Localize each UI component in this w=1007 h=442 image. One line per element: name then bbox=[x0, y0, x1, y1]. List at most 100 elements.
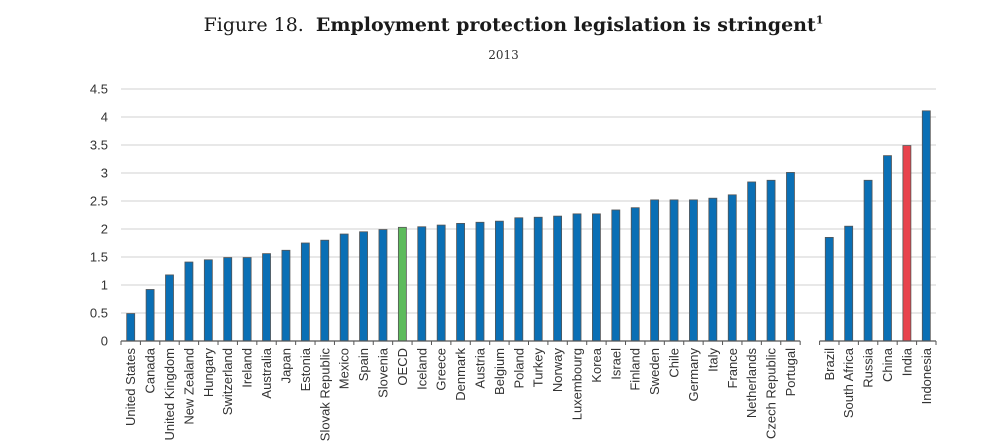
x-tick-label: Spain bbox=[356, 348, 371, 381]
x-tick-label: Chile bbox=[667, 348, 682, 378]
x-axis bbox=[120, 340, 937, 345]
bar-spain bbox=[359, 231, 368, 342]
bar-iceland bbox=[417, 226, 427, 342]
x-tick-label: India bbox=[899, 347, 914, 376]
x-tick-label: Mexico bbox=[337, 348, 352, 389]
x-tick-label: New Zealand bbox=[181, 348, 196, 425]
x-tick-label: Brazil bbox=[822, 348, 837, 381]
x-tick-label: South Africa bbox=[841, 347, 856, 418]
bar-portugal bbox=[786, 172, 795, 342]
y-tick-label: 1 bbox=[101, 278, 108, 293]
bar-norway bbox=[553, 215, 563, 342]
bar-sweden bbox=[650, 199, 660, 342]
y-tick-label: 2 bbox=[101, 222, 108, 237]
y-tick-label: 1.5 bbox=[90, 250, 108, 265]
bar-china bbox=[883, 155, 892, 342]
bar-france bbox=[727, 194, 737, 342]
bar-austria bbox=[475, 221, 485, 342]
x-tick-label: Slovak Republic bbox=[317, 348, 332, 442]
x-tick-label: Luxembourg bbox=[570, 348, 585, 420]
x-tick-label: Germany bbox=[686, 348, 701, 402]
x-tick-label: United States bbox=[123, 348, 138, 427]
x-tick-label: Austria bbox=[472, 347, 487, 388]
y-tick-label: 0 bbox=[101, 334, 108, 349]
x-tick-label: United Kingdom bbox=[162, 348, 177, 441]
x-tick-label: Switzerland bbox=[220, 348, 235, 415]
x-tick-label: OECD bbox=[395, 348, 410, 386]
bar-greece bbox=[436, 224, 446, 342]
bar-netherlands bbox=[747, 181, 757, 342]
y-tick-label: 0.5 bbox=[90, 306, 108, 321]
y-tick-label: 3.5 bbox=[90, 138, 108, 153]
y-tick-label: 4 bbox=[101, 110, 108, 125]
bar-canada bbox=[145, 289, 155, 342]
x-tick-label: Ireland bbox=[240, 348, 255, 388]
y-tick-label: 3 bbox=[101, 166, 108, 181]
x-tick-label: Australia bbox=[259, 347, 274, 398]
bar-czech-republic bbox=[766, 179, 776, 342]
bar-slovak-republic bbox=[320, 239, 330, 342]
x-tick-label: Finland bbox=[628, 348, 643, 391]
bar-new-zealand bbox=[184, 261, 194, 342]
bar-turkey bbox=[533, 216, 543, 342]
x-tick-label: Portugal bbox=[783, 348, 798, 397]
y-axis-ticks: 0 0.5 1 1.5 2 2.5 3 3.5 4 4.5 bbox=[90, 82, 108, 349]
x-tick-label: Sweden bbox=[647, 348, 662, 395]
bar-belgium bbox=[494, 220, 504, 342]
bar-switzerland bbox=[223, 257, 233, 342]
x-tick-label: Iceland bbox=[414, 348, 429, 390]
y-tick-label: 2.5 bbox=[90, 194, 108, 209]
bar-japan bbox=[281, 249, 291, 342]
bar-israel bbox=[611, 209, 621, 342]
x-tick-label: Netherlands bbox=[744, 348, 759, 419]
bar-south-africa bbox=[844, 225, 854, 342]
figure-number: Figure 18. bbox=[203, 14, 304, 37]
bar-mexico bbox=[339, 233, 349, 342]
bar-estonia bbox=[300, 242, 310, 342]
bars bbox=[126, 110, 931, 342]
bar-oecd bbox=[397, 226, 407, 342]
x-tick-label: Italy bbox=[705, 348, 720, 372]
bar-australia bbox=[262, 253, 271, 342]
x-tick-label: Hungary bbox=[201, 348, 216, 398]
x-tick-label: Czech Republic bbox=[764, 348, 779, 440]
bar-hungary bbox=[203, 259, 213, 342]
x-tick-label: Israel bbox=[608, 348, 623, 380]
bar-chile bbox=[669, 199, 679, 342]
x-axis-labels: United States Canada United Kingdom New Zea… bbox=[123, 347, 934, 441]
bar-russia bbox=[863, 179, 873, 342]
bar-germany bbox=[689, 199, 698, 342]
bar-united-kingdom bbox=[165, 274, 174, 342]
x-tick-label: Japan bbox=[278, 348, 293, 383]
bar-brazil bbox=[824, 236, 834, 342]
x-tick-label: France bbox=[725, 348, 740, 388]
title-text: Employment protection legislation is str… bbox=[315, 14, 816, 37]
x-tick-label: Estonia bbox=[298, 347, 313, 391]
bar-slovenia bbox=[378, 229, 388, 342]
x-tick-label: Greece bbox=[434, 348, 449, 391]
x-tick-label: Belgium bbox=[492, 348, 507, 395]
x-tick-label: Denmark bbox=[453, 348, 468, 401]
bar-luxembourg bbox=[572, 213, 582, 342]
bar-denmark bbox=[456, 222, 465, 342]
x-tick-label: Russia bbox=[861, 347, 876, 388]
x-tick-label: Korea bbox=[589, 347, 604, 382]
x-tick-label: China bbox=[880, 347, 895, 382]
chart-title: Figure 18. Employment protection legisla… bbox=[0, 14, 1007, 36]
bar-korea bbox=[592, 213, 601, 342]
bar-indonesia bbox=[921, 110, 931, 342]
bar-ireland bbox=[242, 257, 252, 342]
x-tick-label: Norway bbox=[550, 348, 565, 393]
bar-finland bbox=[630, 207, 640, 342]
bar-india bbox=[902, 145, 912, 342]
chart-subtitle: 2013 bbox=[488, 48, 519, 62]
bar-poland bbox=[514, 217, 524, 342]
bar-united-states bbox=[126, 313, 136, 342]
y-tick-label: 4.5 bbox=[90, 82, 108, 97]
x-tick-label: Turkey bbox=[531, 348, 546, 388]
x-tick-label: Poland bbox=[511, 348, 526, 388]
bar-italy bbox=[708, 197, 718, 342]
x-tick-label: Indonesia bbox=[919, 347, 934, 404]
x-tick-label: Slovenia bbox=[375, 347, 390, 398]
